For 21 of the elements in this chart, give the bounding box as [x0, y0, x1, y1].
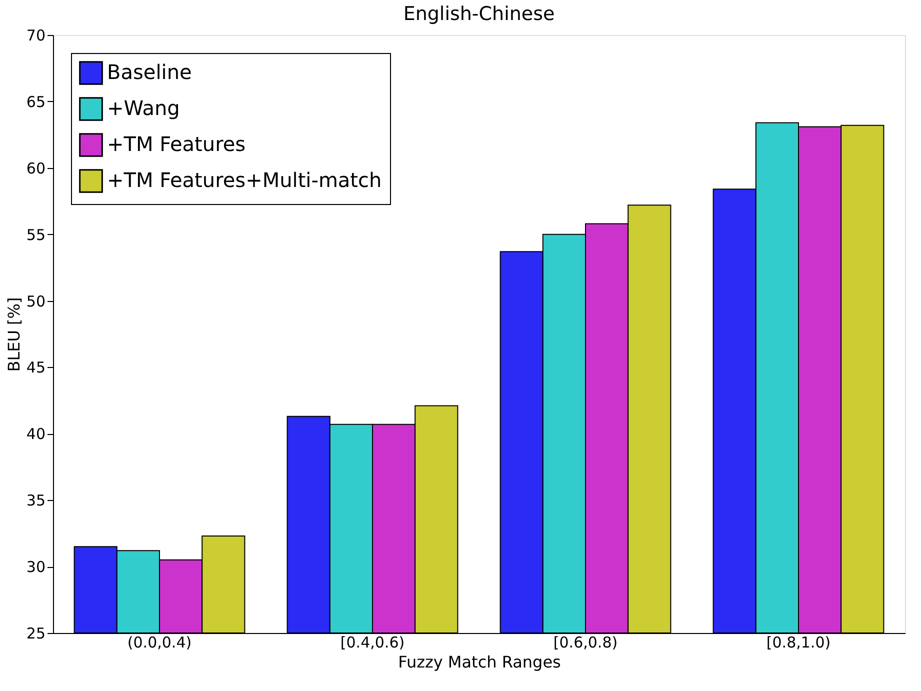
y-tick-label: 35	[26, 492, 46, 510]
y-tick-label: 70	[26, 26, 46, 44]
legend-label: +TM Features+Multi-match	[107, 168, 382, 192]
x-tick-label: [0.4,0.6)	[340, 634, 405, 652]
y-tick-label: 55	[26, 226, 46, 244]
y-axis-title: BLEU [%]	[4, 297, 24, 372]
x-axis-title: Fuzzy Match Ranges	[398, 652, 561, 672]
chart-title: English-Chinese	[403, 3, 555, 25]
y-tick-label: 25	[26, 624, 46, 642]
legend-label: +Wang	[107, 96, 180, 120]
x-tick-label: [0.6,0.8)	[553, 634, 618, 652]
y-tick-label: 40	[26, 425, 46, 444]
y-tick-label: 45	[26, 358, 46, 377]
legend-label: Baseline	[107, 60, 192, 84]
y-tick-label: 30	[26, 558, 46, 576]
x-tick-label: (0.0,0.4)	[127, 634, 192, 652]
y-tick-label: 60	[26, 159, 46, 178]
y-tick-label: 50	[26, 292, 46, 310]
legend-label: +TM Features	[107, 132, 246, 156]
x-tick-label: [0.8,1.0)	[766, 634, 831, 652]
y-tick-label: 65	[26, 92, 46, 111]
